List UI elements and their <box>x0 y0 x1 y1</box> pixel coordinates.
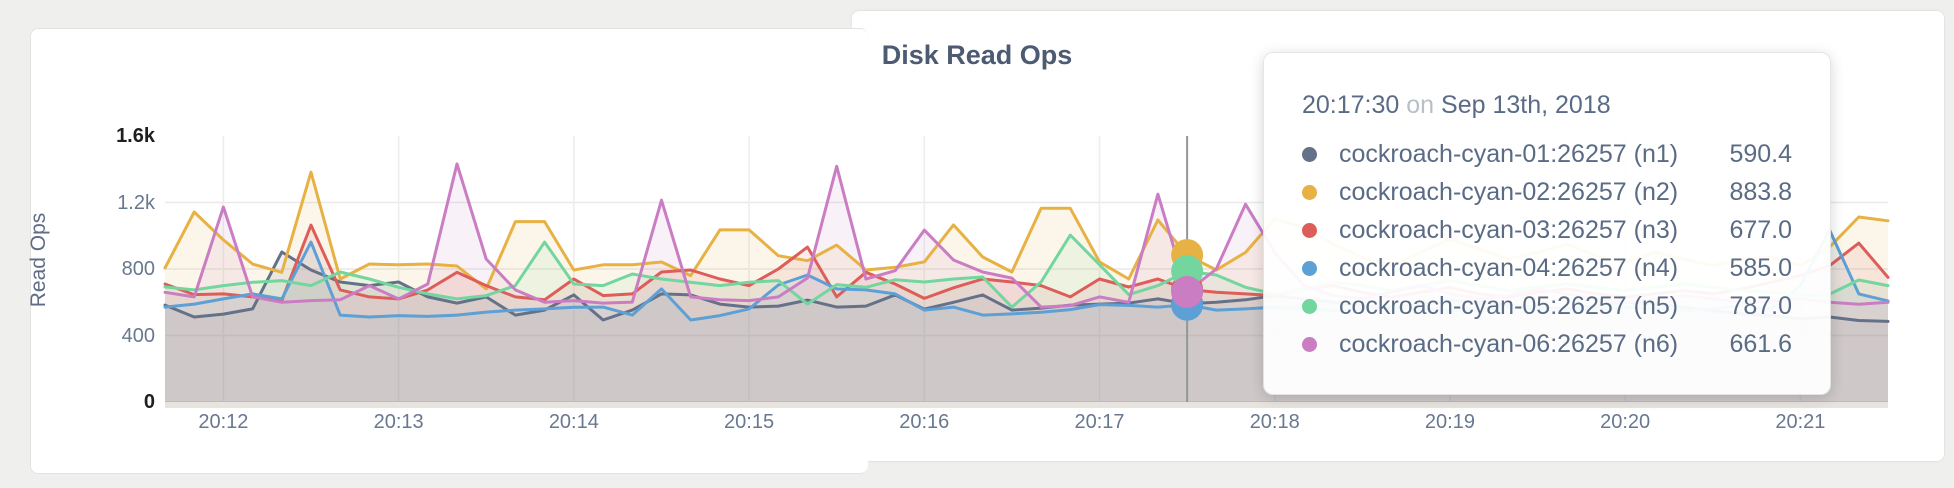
tooltip-series-name: cockroach-cyan-04:26257 (n4) <box>1339 253 1679 282</box>
x-tick-label: 20:17 <box>1074 411 1125 433</box>
y-tick-label: 400 <box>121 324 155 347</box>
x-tick-label: 20:19 <box>1424 411 1475 433</box>
x-tick-label: 20:13 <box>373 411 424 433</box>
x-tick-label: 20:16 <box>899 411 950 433</box>
x-tick-label: 20:14 <box>548 411 599 433</box>
series-dot-icon <box>1302 222 1317 238</box>
tooltip-date: Sep 13th, 2018 <box>1441 91 1611 119</box>
tooltip-series-value: 883.8 <box>1729 177 1792 206</box>
tooltip-series-value: 590.4 <box>1729 139 1792 168</box>
tooltip-series-value: 677.0 <box>1729 215 1792 244</box>
y-tick-label: 1.6k <box>116 125 155 147</box>
tooltip-rows: cockroach-cyan-01:26257 (n1) 590.4 cockroa… <box>1302 135 1792 363</box>
x-tick-label: 20:15 <box>724 411 775 433</box>
tooltip-series-name: cockroach-cyan-06:26257 (n6) <box>1339 329 1679 358</box>
chart-title: Disk Read Ops <box>881 40 1073 70</box>
tooltip-series-row: cockroach-cyan-03:26257 (n3) 677.0 <box>1302 211 1792 249</box>
x-tick-label: 20:18 <box>1249 411 1300 433</box>
tooltip-series-row: cockroach-cyan-02:26257 (n2) 883.8 <box>1302 173 1792 211</box>
tooltip-series-name: cockroach-cyan-02:26257 (n2) <box>1339 177 1679 206</box>
series-dot-icon <box>1302 184 1317 200</box>
x-tick-label: 20:20 <box>1600 411 1651 433</box>
tooltip-series-row: cockroach-cyan-04:26257 (n4) 585.0 <box>1302 249 1792 287</box>
tooltip-time: 20:17:30 <box>1302 91 1400 119</box>
tooltip-series-value: 661.6 <box>1729 329 1792 358</box>
tooltip-series-row: cockroach-cyan-01:26257 (n1) 590.4 <box>1302 135 1792 173</box>
tooltip-series-value: 585.0 <box>1729 253 1792 282</box>
chart-card <box>30 28 868 474</box>
series-dot-icon <box>1302 260 1317 276</box>
tooltip-series-row: cockroach-cyan-06:26257 (n6) 661.6 <box>1302 325 1792 363</box>
tooltip-title: 20:17:30 on Sep 13th, 2018 <box>1302 89 1792 121</box>
tooltip-on-label: on <box>1406 91 1435 119</box>
hover-point-n6 <box>1171 276 1204 309</box>
tooltip-series-name: cockroach-cyan-05:26257 (n5) <box>1339 291 1679 320</box>
tooltip-series-row: cockroach-cyan-05:26257 (n5) 787.0 <box>1302 287 1792 325</box>
hover-tooltip: 20:17:30 on Sep 13th, 2018 cockroach-cya… <box>1263 52 1831 395</box>
series-dot-icon <box>1302 146 1317 162</box>
y-tick-label: 0 <box>143 391 155 413</box>
tooltip-series-value: 787.0 <box>1729 291 1792 320</box>
series-dot-icon <box>1302 298 1317 314</box>
y-tick-label: 1.2k <box>117 191 155 214</box>
y-tick-label: 800 <box>121 258 155 280</box>
x-tick-label: 20:12 <box>198 411 249 433</box>
tooltip-series-name: cockroach-cyan-03:26257 (n3) <box>1339 215 1679 244</box>
x-tick-label: 20:21 <box>1775 411 1826 433</box>
tooltip-series-name: cockroach-cyan-01:26257 (n1) <box>1339 139 1679 168</box>
x-axis-line <box>165 401 1888 408</box>
series-dot-icon <box>1302 336 1317 352</box>
